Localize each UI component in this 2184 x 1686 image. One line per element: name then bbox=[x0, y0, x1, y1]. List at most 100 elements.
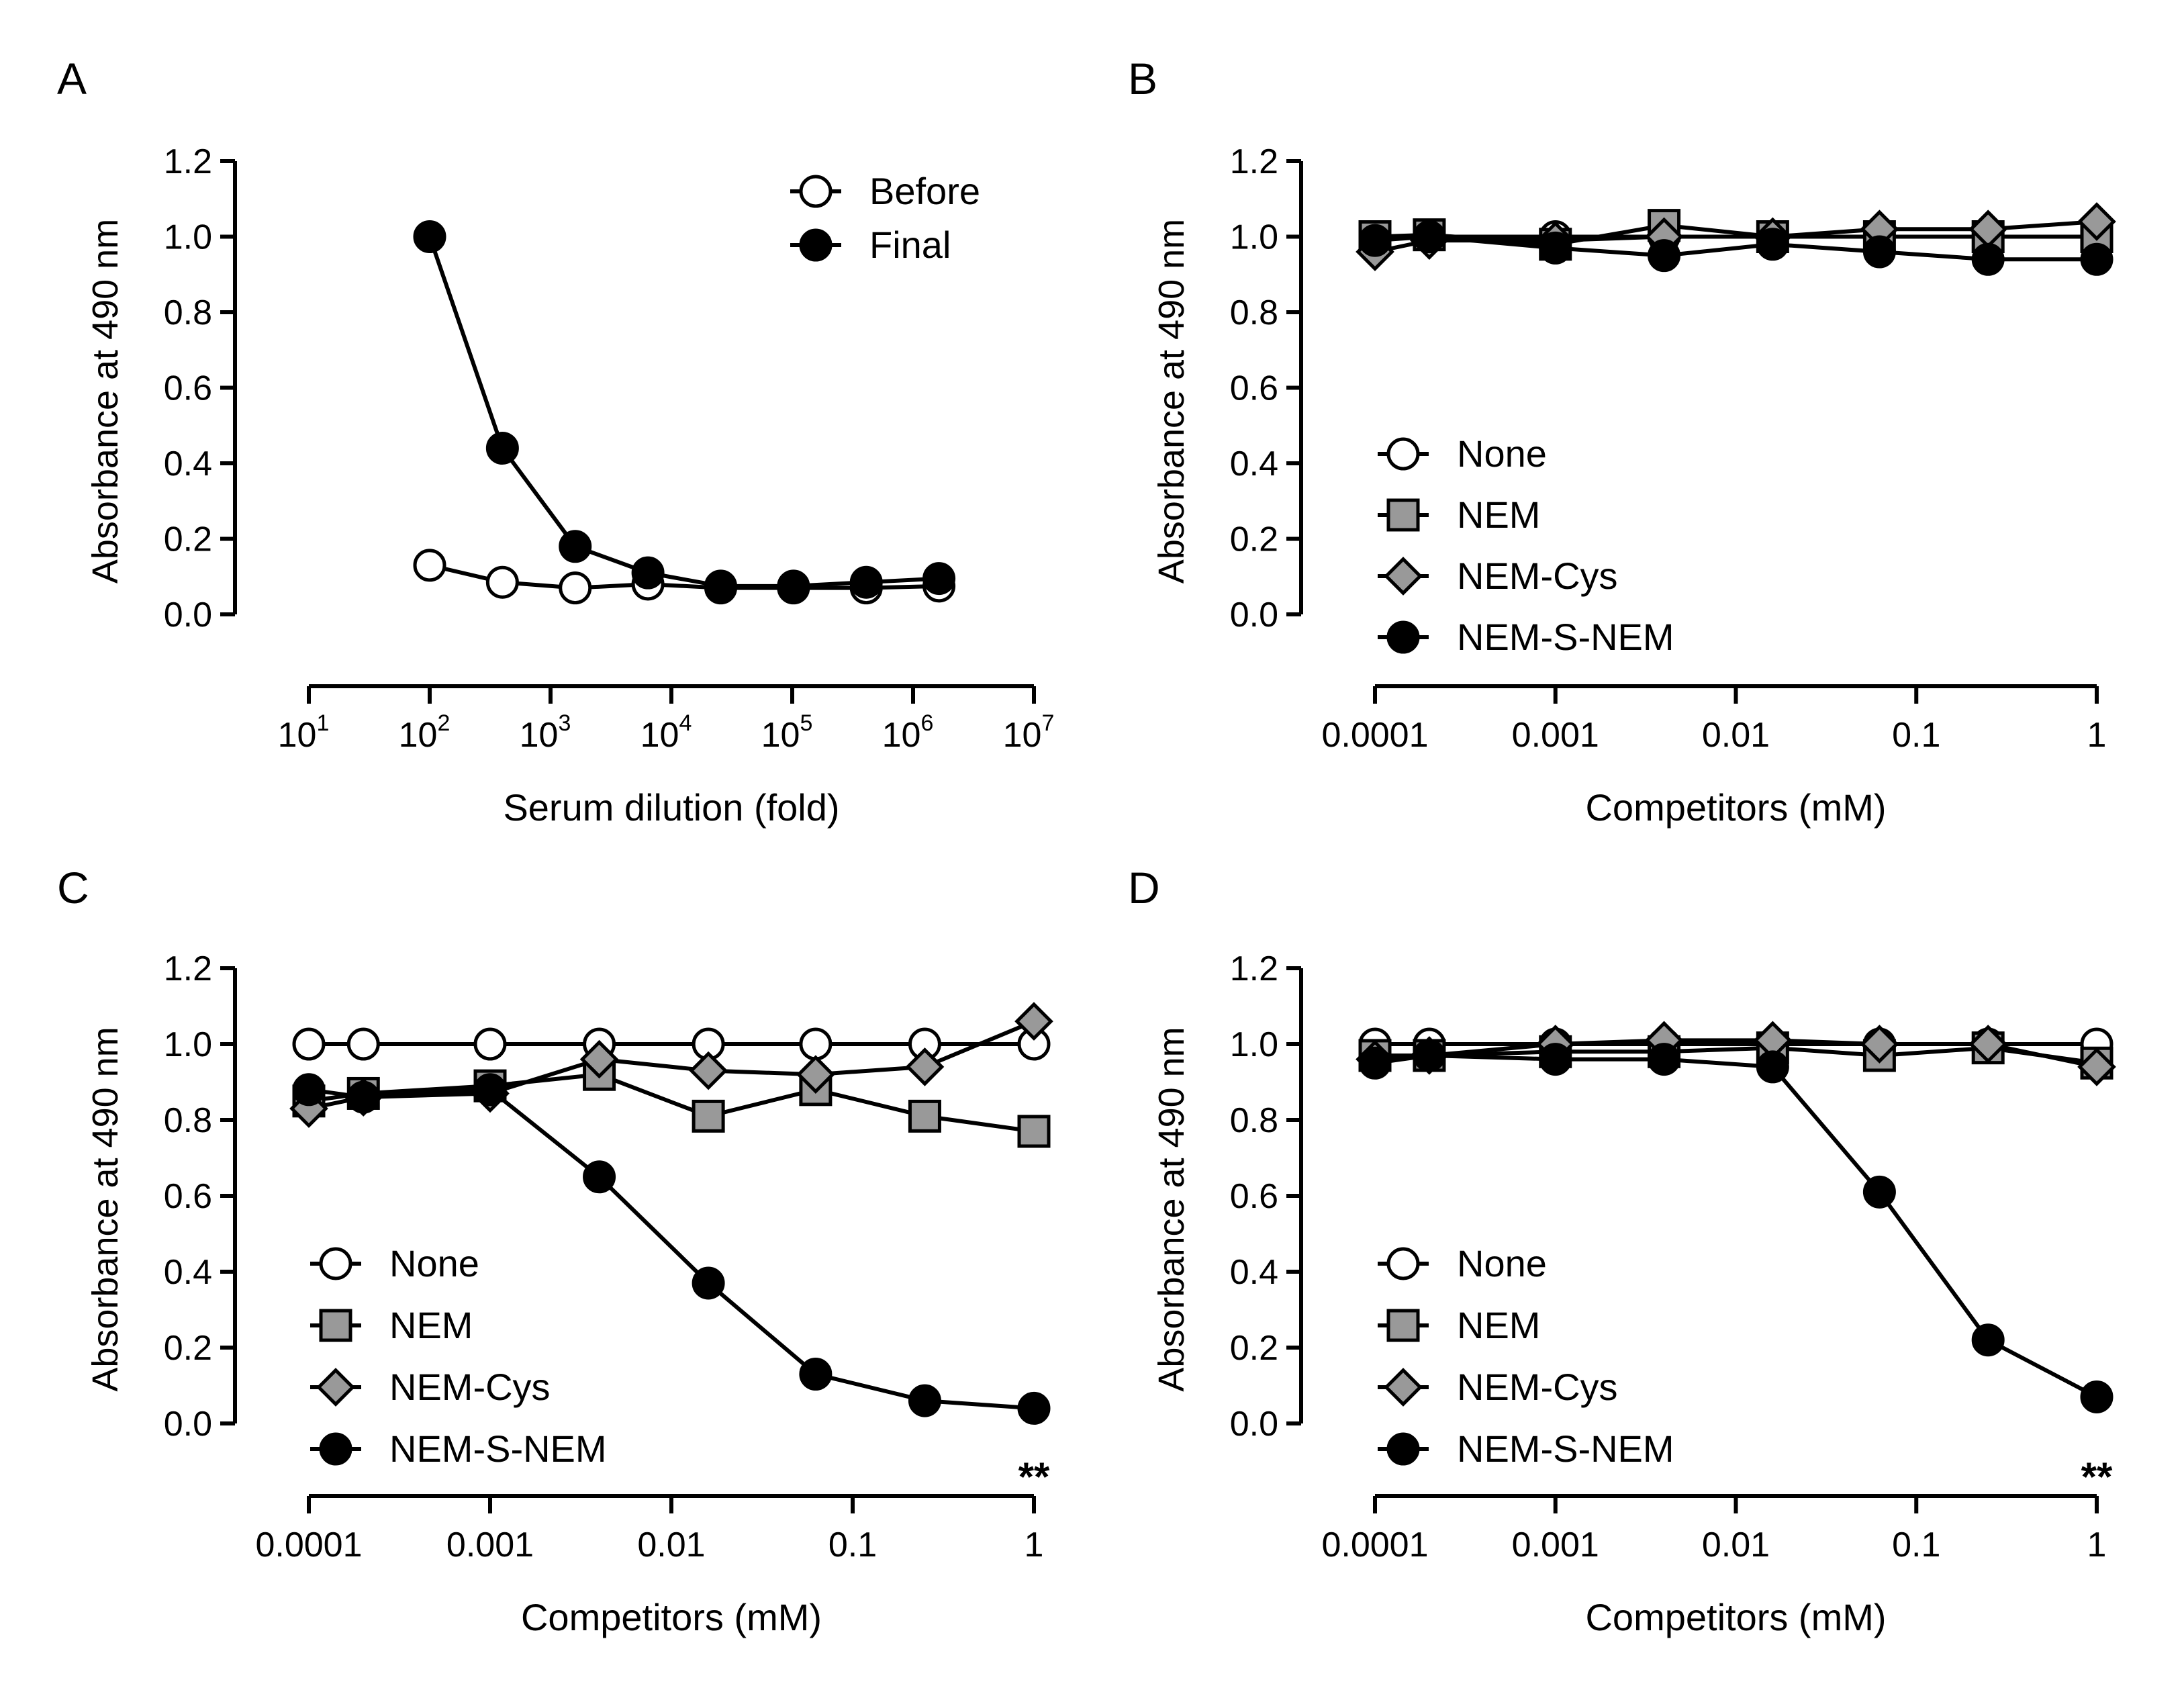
data-point bbox=[1413, 220, 1446, 253]
data-point bbox=[704, 569, 737, 603]
panel-c: C 0.0 0.2 0.4 0.6 0.8 1.0 1.2 Absorbance at 490 … bbox=[57, 863, 1053, 1638]
data-point bbox=[777, 569, 810, 603]
series-line bbox=[1374, 1053, 2098, 1399]
data-point bbox=[692, 1266, 725, 1300]
legend-label: NEM-S-NEM bbox=[389, 1427, 607, 1470]
y-tick-label: 1.2 bbox=[1230, 142, 1278, 181]
legend-marker bbox=[799, 228, 833, 262]
data-point bbox=[692, 1099, 725, 1133]
data-point bbox=[1756, 228, 1789, 261]
data-point bbox=[1017, 1391, 1051, 1425]
data-point bbox=[1860, 1025, 1899, 1064]
data-point bbox=[583, 1160, 616, 1194]
x-axis-label: Competitors (mM) bbox=[1585, 1596, 1886, 1638]
panel-b: B 0.0 0.2 0.4 0.6 0.8 1.0 1.2 Absorbance at 490 … bbox=[1128, 54, 2116, 829]
y-axis-label: Absorbance at 490 nm bbox=[85, 1027, 126, 1391]
x-tick-label: 106 bbox=[882, 710, 934, 755]
data-point bbox=[485, 565, 519, 599]
legend-marker bbox=[1384, 557, 1423, 596]
data-point bbox=[292, 1073, 326, 1107]
legend: Before Final bbox=[790, 170, 980, 266]
x-tick-label: 105 bbox=[761, 710, 813, 755]
data-point bbox=[922, 562, 956, 596]
data-point bbox=[346, 1027, 380, 1061]
data-point bbox=[2080, 242, 2114, 276]
data-point bbox=[905, 1047, 945, 1086]
panel-a: A 0.0 0.2 0.4 0.6 0.8 1.0 1.2 Absorbance at 490 … bbox=[57, 54, 1054, 829]
series-final bbox=[413, 220, 956, 603]
x-tick-label: 103 bbox=[520, 710, 571, 755]
legend-marker bbox=[1384, 1368, 1423, 1407]
y-tick-label: 0.0 bbox=[1230, 596, 1278, 635]
data-point bbox=[473, 1073, 507, 1107]
data-point bbox=[579, 1039, 619, 1079]
y-tick-label: 0.4 bbox=[164, 444, 212, 483]
y-tick-label: 1.0 bbox=[164, 1025, 212, 1064]
y-tick-label: 1.0 bbox=[1230, 218, 1278, 257]
data-point bbox=[1358, 1046, 1392, 1080]
data-point bbox=[1648, 239, 1681, 273]
y-tick-label: 1.2 bbox=[164, 142, 212, 181]
legend: None NEM NEM-Cys NEM-S-NEM bbox=[310, 1242, 607, 1470]
x-axis-label: Serum dilution (fold) bbox=[503, 786, 839, 829]
panel-label: C bbox=[57, 863, 89, 912]
legend-label: NEM bbox=[389, 1304, 473, 1346]
data-point bbox=[1358, 224, 1392, 257]
y-tick-label: 0.6 bbox=[1230, 369, 1278, 408]
legend-label: Before bbox=[869, 170, 980, 212]
legend-marker bbox=[316, 1368, 355, 1407]
y-tick-label: 0.8 bbox=[164, 293, 212, 332]
data-point bbox=[485, 432, 519, 465]
legend-label: NEM-Cys bbox=[1457, 555, 1618, 597]
y-tick-label: 0.0 bbox=[164, 1405, 212, 1444]
x-tick-label: 0.1 bbox=[1892, 716, 1940, 755]
x-tick-label: 1 bbox=[2087, 716, 2107, 755]
y-tick-label: 1.0 bbox=[164, 218, 212, 257]
significance-annotation: ** bbox=[1018, 1454, 1050, 1499]
data-point bbox=[1971, 1323, 2005, 1357]
legend-label: None bbox=[1457, 432, 1547, 475]
data-point bbox=[1014, 1002, 1053, 1041]
series-nem-s-nem bbox=[1358, 220, 2114, 276]
data-point bbox=[413, 220, 446, 253]
y-tick-label: 1.2 bbox=[164, 949, 212, 988]
y-tick-label: 1.0 bbox=[1230, 1025, 1278, 1064]
panel-label: B bbox=[1128, 54, 1157, 103]
x-axis-label: Competitors (mM) bbox=[521, 1596, 822, 1638]
x-tick-exponent: 3 bbox=[558, 710, 571, 736]
legend-marker bbox=[1386, 437, 1420, 471]
data-point bbox=[1539, 1043, 1572, 1076]
x-tick-exponent: 4 bbox=[679, 710, 692, 736]
x-tick-label: 0.01 bbox=[1702, 1526, 1770, 1564]
data-point bbox=[799, 1358, 833, 1391]
y-tick-label: 0.8 bbox=[164, 1101, 212, 1140]
x-tick-label: 0.01 bbox=[637, 1526, 705, 1564]
x-tick-label: 0.01 bbox=[1702, 716, 1770, 755]
x-tick-label: 0.0001 bbox=[1321, 716, 1428, 755]
legend-marker bbox=[319, 1432, 352, 1466]
panel-label: A bbox=[57, 54, 87, 103]
x-tick-label: 0.1 bbox=[828, 1526, 877, 1564]
series-none bbox=[292, 1027, 1051, 1061]
legend-label: NEM-Cys bbox=[389, 1366, 551, 1408]
data-point bbox=[1756, 1050, 1789, 1084]
series-line bbox=[308, 1072, 1035, 1133]
y-tick-label: 0.0 bbox=[164, 596, 212, 635]
x-tick-base: 10 bbox=[761, 716, 800, 755]
x-tick-base: 10 bbox=[640, 716, 679, 755]
data-point bbox=[689, 1051, 728, 1090]
y-tick-label: 0.2 bbox=[164, 520, 212, 559]
legend-marker bbox=[799, 175, 833, 208]
data-point bbox=[292, 1027, 326, 1061]
legend-label: NEM bbox=[1457, 1304, 1540, 1346]
data-point bbox=[631, 556, 665, 590]
y-tick-label: 0.6 bbox=[1230, 1177, 1278, 1216]
significance-annotation: ** bbox=[2081, 1454, 2113, 1499]
y-tick-label: 0.2 bbox=[1230, 1329, 1278, 1368]
y-tick-label: 0.8 bbox=[1230, 1101, 1278, 1140]
data-point bbox=[1648, 1043, 1681, 1076]
data-point bbox=[559, 571, 592, 605]
x-tick-base: 10 bbox=[278, 716, 317, 755]
y-axis-label: Absorbance at 490 nm bbox=[85, 219, 126, 583]
